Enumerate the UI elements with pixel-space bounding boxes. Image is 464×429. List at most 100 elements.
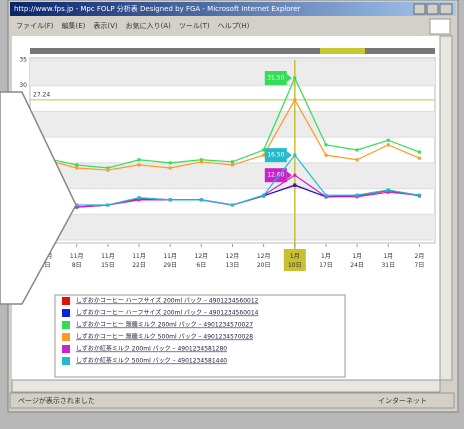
callout-arrow: [286, 151, 292, 160]
data-point: [106, 203, 110, 207]
x-tick-label: 12月 20日: [257, 253, 271, 269]
legend-box: [54, 294, 346, 378]
menu-item[interactable]: ツール(T): [179, 22, 210, 30]
x-tick-label: 11月 22日: [132, 253, 146, 269]
x-tick-label: 1月 17日: [319, 253, 333, 269]
menu-item[interactable]: 編集(E): [62, 21, 86, 30]
data-point: [137, 198, 141, 202]
legend-swatch: [62, 297, 70, 305]
data-point: [417, 193, 421, 197]
callout-label: 16.50: [267, 152, 284, 159]
data-point: [231, 160, 234, 164]
data-point: [293, 183, 297, 187]
legend-swatch: [62, 357, 70, 365]
menu-item[interactable]: 表示(V): [93, 21, 118, 30]
x-tick-label: 12月 13日: [226, 253, 240, 269]
data-point: [137, 158, 141, 162]
data-point: [293, 153, 297, 157]
highlight-label-box: [283, 249, 306, 271]
chart-header-highlight: [320, 48, 365, 54]
x-tick-label: 11月 8日: [70, 253, 84, 269]
x-tick-label: 1月 24日: [350, 253, 364, 269]
data-point: [106, 168, 110, 172]
callout-label: 12.60: [267, 172, 284, 179]
data-point: [231, 163, 234, 167]
x-tick-label: 1月 31日: [381, 253, 395, 269]
plot-area: [29, 57, 436, 244]
x-tick-label: 1月 10日: [288, 253, 302, 269]
data-point: [75, 205, 79, 209]
data-point: [355, 158, 359, 162]
callout-box: [264, 71, 287, 85]
data-point: [137, 196, 141, 200]
chevron-overlay: [0, 91, 77, 305]
horizontal-scrollbar[interactable]: [11, 379, 441, 393]
chart: 0510152025303511月1日11月8日11月15日11月22日11月2…: [19, 57, 436, 365]
data-point: [262, 153, 266, 157]
y-tick-label: 30: [19, 82, 27, 89]
data-point: [262, 193, 266, 197]
callout-arrow: [286, 171, 292, 180]
minimize-button[interactable]: [413, 3, 426, 15]
legend-swatch: [62, 309, 70, 317]
x-tick-label: 11月 29日: [163, 253, 177, 269]
data-point: [168, 198, 172, 202]
menu-item[interactable]: ファイル(F): [16, 22, 54, 30]
menu-bar: ファイル(F) 編集(E) 表示(V) お気に入り(A) ツール(T) ヘルプ(H): [16, 21, 250, 30]
data-point: [324, 193, 328, 197]
reference-label: 27.24: [33, 91, 50, 98]
data-point: [355, 148, 359, 152]
title-bar: [10, 2, 456, 16]
legend-label[interactable]: しずおかコーヒー ハーフサイズ 200ml パック – 490123456001…: [76, 309, 259, 317]
grid-band: [30, 111, 435, 138]
data-point: [386, 190, 390, 194]
data-point: [386, 188, 390, 192]
legend-swatch: [62, 345, 70, 353]
legend-swatch: [62, 333, 70, 341]
callout-arrow: [286, 74, 292, 82]
data-point: [293, 173, 297, 177]
data-point: [293, 98, 297, 102]
zone-text: インターネット: [378, 396, 427, 405]
x-tick-label: 2月 7日: [415, 253, 425, 269]
data-point: [199, 198, 203, 202]
grid-band: [30, 60, 435, 86]
data-point: [168, 166, 172, 170]
data-point: [137, 163, 141, 167]
ie-logo: [429, 18, 451, 35]
menu-item[interactable]: ヘルプ(H): [218, 22, 250, 30]
legend-label[interactable]: しずおか紅茶ミルク 500ml パック – 4901234581440: [76, 357, 227, 365]
status-text: ページが表示されました: [18, 396, 95, 405]
legend-label[interactable]: しずおかコーヒー ハーフサイズ 200ml パック – 490123456001…: [76, 297, 259, 305]
x-tick-label: 11月 15日: [101, 253, 115, 269]
menu-item[interactable]: お気に入り(A): [126, 21, 172, 30]
legend-label[interactable]: しずおか紅茶ミルク 200ml パック – 4901234581280: [76, 345, 227, 353]
data-point: [355, 195, 359, 199]
data-point: [324, 195, 328, 199]
legend-label[interactable]: しずおかコーヒー 無糖ミルク 500ml パック – 4901234570028: [76, 333, 253, 341]
x-tick-label: 12月 6日: [195, 253, 209, 269]
close-button[interactable]: [439, 3, 453, 15]
window-title: http://www.fps.jp - Mpc FOLP 分析表 Designe…: [14, 4, 301, 13]
callout-box: [264, 148, 287, 163]
data-point: [75, 166, 79, 170]
data-point: [386, 143, 390, 147]
data-point: [417, 156, 421, 160]
data-point: [386, 138, 390, 142]
data-point: [324, 143, 328, 147]
legend-label[interactable]: しずおかコーヒー 無糖ミルク 200ml パック – 4901234570027: [76, 321, 253, 329]
data-point: [355, 193, 359, 197]
chart-header-bar: [30, 48, 435, 54]
maximize-button[interactable]: [426, 3, 439, 15]
vertical-scrollbar[interactable]: [439, 35, 453, 381]
data-point: [199, 160, 203, 164]
legend-swatch: [62, 321, 70, 329]
status-bar: [9, 392, 455, 409]
data-point: [199, 158, 203, 162]
data-point: [106, 166, 110, 170]
data-point: [417, 150, 421, 154]
data-point: [168, 161, 172, 165]
data-point: [231, 203, 234, 207]
